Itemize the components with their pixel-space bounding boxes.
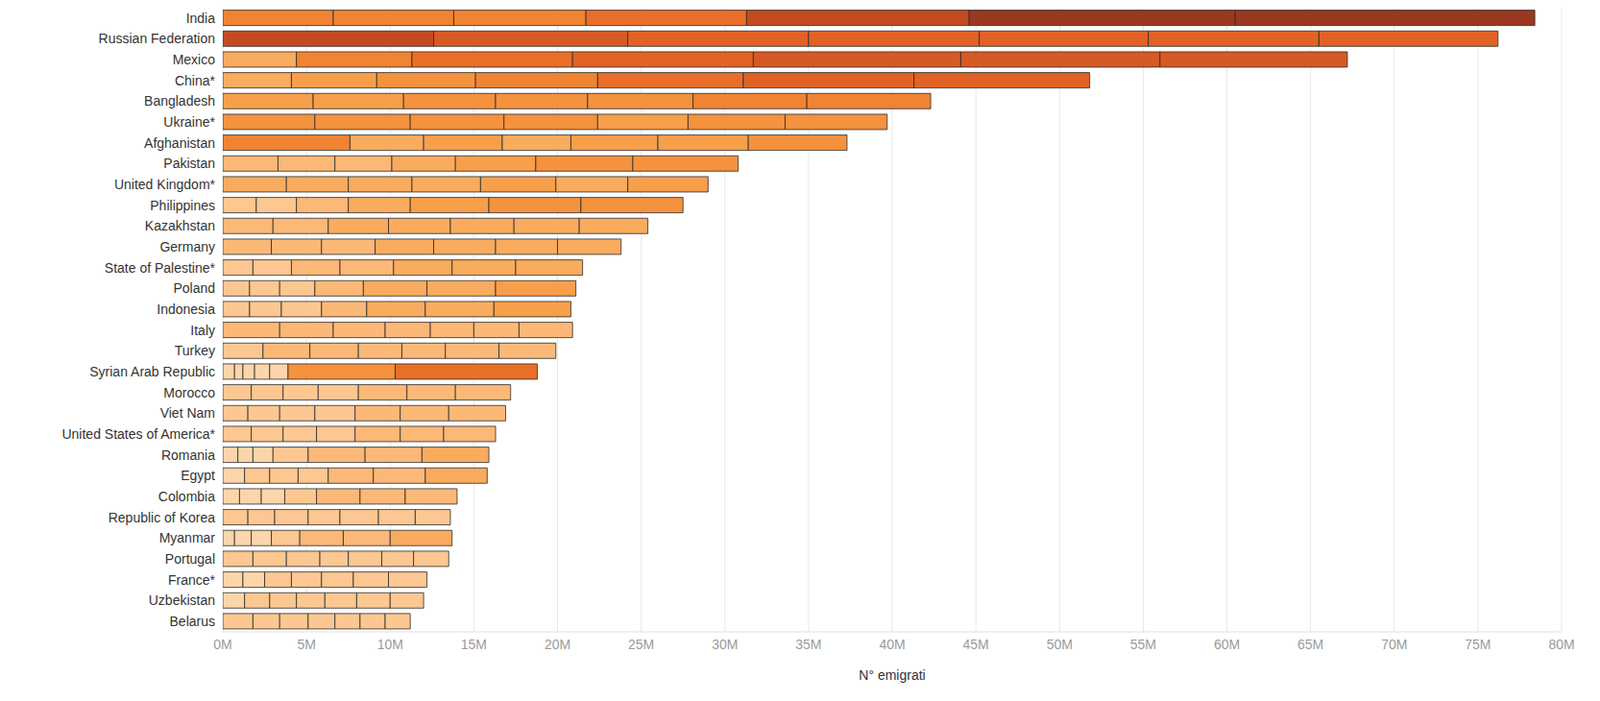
svg-text:80M: 80M (1548, 636, 1575, 653)
svg-text:Poland: Poland (172, 280, 216, 296)
svg-text:75M: 75M (1464, 636, 1491, 653)
svg-text:Syrian Arab Republic: Syrian Arab Republic (89, 363, 216, 380)
svg-text:Italy: Italy (190, 322, 216, 339)
svg-text:45M: 45M (963, 636, 990, 653)
svg-text:60M: 60M (1213, 636, 1240, 653)
svg-text:Portugal: Portugal (165, 551, 216, 567)
svg-text:70M: 70M (1381, 636, 1407, 653)
svg-text:Belarus: Belarus (169, 613, 216, 630)
svg-text:Romania: Romania (161, 447, 216, 463)
svg-text:Indonesia: Indonesia (156, 301, 216, 317)
svg-text:India: India (186, 10, 217, 26)
svg-text:United Kingdom*: United Kingdom* (114, 176, 217, 193)
svg-text:Uzbekistan: Uzbekistan (148, 592, 216, 608)
svg-text:Mexico: Mexico (172, 51, 217, 68)
svg-text:0M: 0M (213, 636, 232, 653)
svg-text:Germany: Germany (159, 239, 216, 255)
svg-text:State of Palestine*: State of Palestine* (104, 260, 217, 276)
svg-text:Afghanistan: Afghanistan (144, 135, 216, 151)
svg-text:United States of America*: United States of America* (61, 426, 216, 442)
svg-text:5M: 5M (296, 636, 316, 653)
svg-text:Morocco: Morocco (163, 385, 216, 401)
svg-text:10M: 10M (377, 636, 404, 653)
svg-text:65M: 65M (1297, 636, 1324, 653)
svg-text:Russian Federation: Russian Federation (98, 30, 216, 47)
svg-text:Egypt: Egypt (180, 467, 216, 484)
svg-text:Pakistan: Pakistan (163, 155, 216, 171)
svg-text:Philippines: Philippines (149, 197, 216, 214)
svg-text:Ukraine*: Ukraine* (163, 114, 216, 130)
svg-text:France*: France* (168, 572, 217, 588)
svg-text:50M: 50M (1046, 636, 1073, 653)
svg-text:15M: 15M (460, 636, 487, 653)
svg-text:40M: 40M (878, 636, 905, 653)
svg-text:35M: 35M (795, 636, 822, 653)
svg-text:N° emigrati: N° emigrati (858, 667, 925, 683)
svg-text:Colombia: Colombia (158, 488, 216, 505)
svg-text:China*: China* (174, 72, 217, 89)
svg-text:Bangladesh: Bangladesh (144, 93, 216, 109)
svg-text:Republic of Korea: Republic of Korea (108, 509, 217, 526)
svg-text:Viet Nam: Viet Nam (160, 405, 216, 421)
svg-text:20M: 20M (544, 636, 571, 653)
svg-text:25M: 25M (628, 636, 655, 653)
svg-text:Turkey: Turkey (174, 342, 216, 359)
svg-text:55M: 55M (1130, 636, 1157, 653)
svg-text:Myanmar: Myanmar (159, 530, 217, 546)
svg-text:Kazakhstan: Kazakhstan (145, 218, 216, 234)
svg-text:30M: 30M (711, 636, 738, 653)
